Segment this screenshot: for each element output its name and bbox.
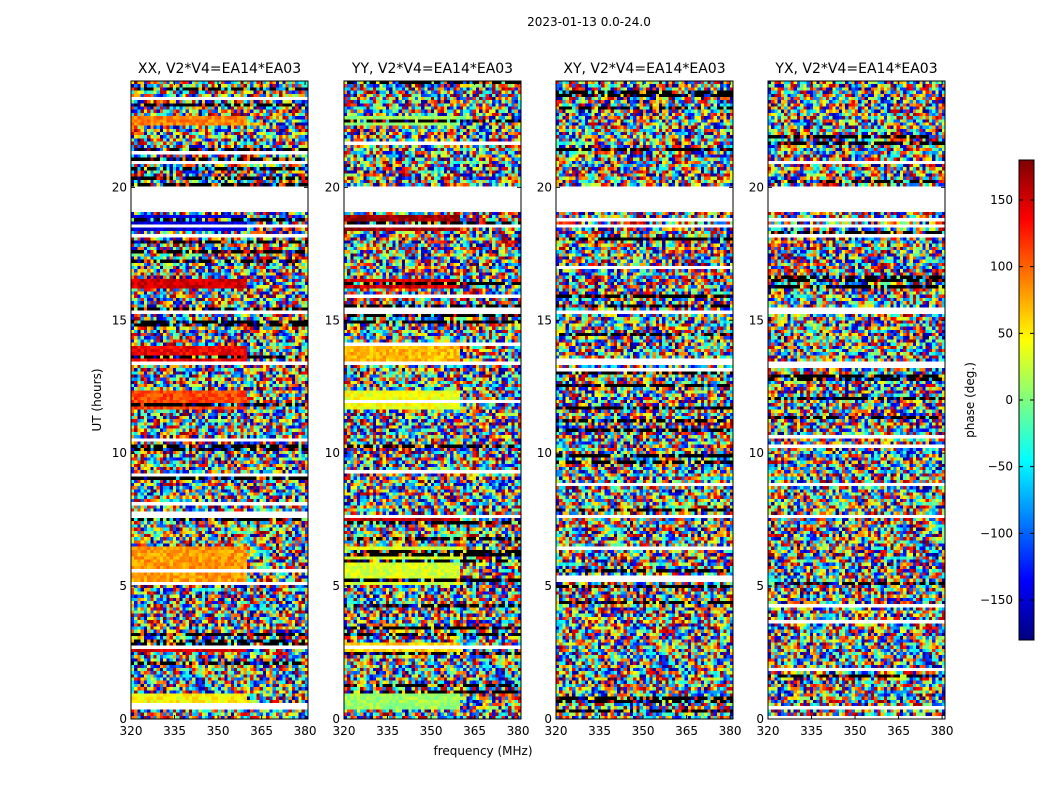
x-tick-label: 320 [545,724,568,738]
y-tick-label: 20 [537,180,552,194]
x-tick-label: 380 [507,724,530,738]
y-tick-label: 10 [537,446,552,460]
panel-title: YY, V2*V4=EA14*EA03 [351,61,513,77]
heatmap-image [556,81,733,719]
y-tick-label: 20 [112,180,127,194]
y-tick-label: 0 [756,712,764,726]
x-tick-label: 350 [632,724,655,738]
y-tick-label: 10 [749,446,764,460]
x-tick-label: 350 [844,724,867,738]
x-tick-label: 335 [376,724,399,738]
x-tick-label: 365 [463,724,486,738]
figure-suptitle: 2023-01-13 0.0-24.0 [527,15,651,29]
x-tick-label: 335 [800,724,823,738]
panel-yy: YY, V2*V4=EA14*EA03 320 335 350 365 380 0 5 10 15… [325,61,530,738]
y-tick-label: 15 [112,313,127,327]
heatmap-image [344,81,521,719]
x-tick-label: 365 [887,724,910,738]
colorbar-label: phase (deg.) [963,362,977,438]
x-tick-label: 380 [931,724,954,738]
x-tick-label: 320 [120,724,143,738]
x-tick-label: 380 [719,724,742,738]
colorbar: 150 100 50 0 −50 −100 −150 phase (deg.) [963,159,1035,641]
colorbar-tick-label: 0 [1005,393,1013,407]
colorbar-tick-label: 50 [998,326,1013,340]
y-tick-label: 15 [749,313,764,327]
y-tick-label: 0 [332,712,340,726]
y-tick-label: 5 [332,579,340,593]
colorbar-tick-label: −100 [980,526,1013,540]
x-tick-label: 320 [757,724,780,738]
y-tick-label: 0 [119,712,127,726]
x-tick-label: 350 [207,724,230,738]
x-tick-label: 380 [294,724,317,738]
y-tick-label: 20 [749,180,764,194]
panel-yx: YX, V2*V4=EA14*EA03 320 335 350 365 380 0 5 10 15… [749,61,954,738]
y-tick-label: 5 [119,579,127,593]
x-tick-label: 365 [675,724,698,738]
panel-xx: XX, V2*V4=EA14*EA03 320 335 350 365 380 0 5 10 15… [112,61,317,738]
colorbar-tick-label: 100 [990,260,1013,274]
y-axis-label: UT (hours) [90,368,104,431]
y-tick-label: 20 [325,180,340,194]
panel-title: YX, V2*V4=EA14*EA03 [774,61,937,77]
colorbar-tick-label: 150 [990,193,1013,207]
y-tick-label: 0 [544,712,552,726]
panel-xy: XY, V2*V4=EA14*EA03 320 335 350 365 380 0 5 10 15… [537,61,742,738]
axes-frame [130,80,309,720]
x-tick-label: 320 [333,724,356,738]
heatmap-image [768,81,945,719]
colorbar-tick-label: −150 [980,593,1013,607]
colorbar-tick-label: −50 [988,460,1013,474]
panel-title: XX, V2*V4=EA14*EA03 [138,61,301,77]
y-tick-label: 10 [112,446,127,460]
x-tick-label: 335 [163,724,186,738]
x-tick-label: 365 [250,724,273,738]
axes-frame [555,80,734,720]
y-tick-label: 5 [756,579,764,593]
x-tick-label: 350 [420,724,443,738]
x-axis-label: frequency (MHz) [433,744,532,758]
panels: XX, V2*V4=EA14*EA03 320 335 350 365 380 0 5 10 15… [112,61,954,738]
axes-frame [767,80,946,720]
y-tick-label: 5 [544,579,552,593]
y-tick-label: 10 [325,446,340,460]
heatmap-image [131,81,308,719]
y-tick-label: 15 [325,313,340,327]
panel-title: XY, V2*V4=EA14*EA03 [563,61,725,77]
y-tick-label: 15 [537,313,552,327]
x-tick-label: 335 [588,724,611,738]
colorbar-ticks: 150 100 50 0 −50 −100 −150 [980,193,1034,607]
axes-frame [343,80,522,720]
